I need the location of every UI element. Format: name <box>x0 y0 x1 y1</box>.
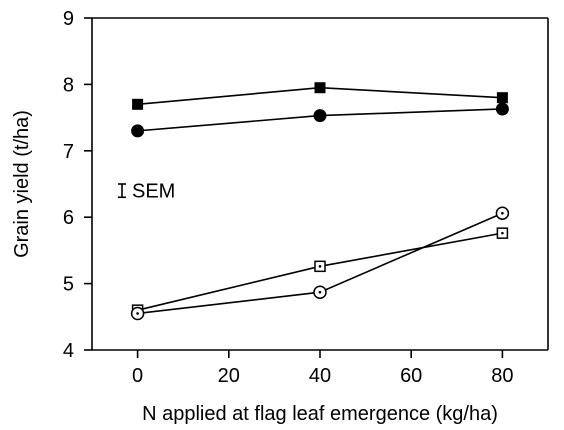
data-point-filled-square <box>132 98 144 110</box>
x-tick-label: 40 <box>309 365 331 387</box>
data-point-filled-circle <box>313 109 327 123</box>
y-tick-label: 6 <box>63 207 74 229</box>
y-tick-label: 8 <box>63 74 74 96</box>
data-point-open-circle-dot <box>318 290 322 294</box>
y-tick-label: 7 <box>63 141 74 163</box>
series-layer <box>130 82 510 321</box>
sem-label: SEM <box>132 181 175 203</box>
x-tick-label: 60 <box>400 365 422 387</box>
data-point-filled-circle <box>495 102 509 116</box>
data-point-filled-circle <box>131 124 145 138</box>
y-tick-label: 5 <box>63 274 74 296</box>
labels-layer: 0 20 40 60 80 4 5 6 7 8 9 N applied at flag leaf em… <box>11 8 514 425</box>
data-point-open-circle-dot <box>501 211 504 215</box>
data-point-filled-square <box>496 92 508 104</box>
data-point-filled-square <box>314 82 326 94</box>
series-filled-circle <box>131 102 509 138</box>
y-tick-label: 9 <box>63 8 74 30</box>
x-tick-label: 0 <box>132 365 143 387</box>
series-filled-square <box>132 82 508 110</box>
x-tick-label: 20 <box>218 365 240 387</box>
axes-layer <box>84 17 549 358</box>
data-point-open-square-dot <box>501 231 504 235</box>
x-tick-label: 80 <box>491 365 513 387</box>
series-open-square <box>131 227 509 316</box>
y-axis-title: Grain yield (t/ha) <box>11 110 33 258</box>
data-point-open-square-dot <box>318 265 322 268</box>
data-point-open-circle-dot <box>136 312 139 315</box>
x-axis-title: N applied at flag leaf emergence (kg/ha) <box>142 403 498 425</box>
y-tick-label: 4 <box>63 340 74 362</box>
series-open-circle <box>130 206 510 321</box>
